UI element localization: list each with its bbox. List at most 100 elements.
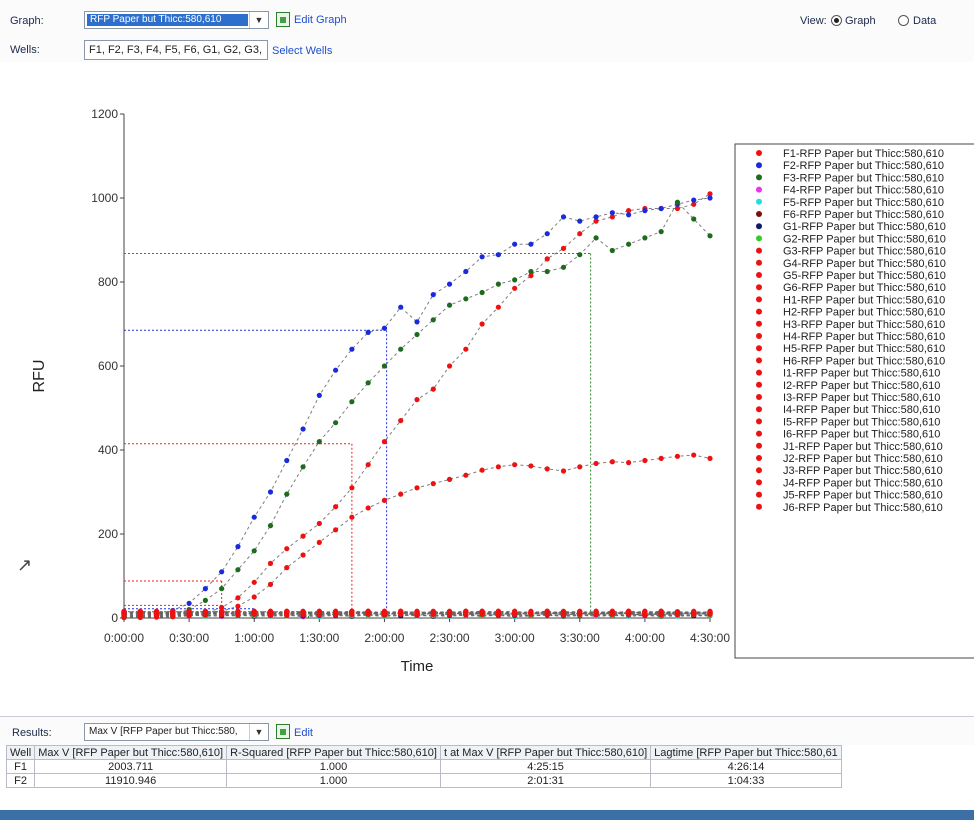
rfu-chart: 0 200 400 600 800 1000 1200 0:00:00 0:30:00 1:00:…: [31, 107, 974, 675]
view-graph-radio[interactable]: [831, 15, 842, 26]
data-point: [186, 600, 192, 606]
data-point: [349, 514, 355, 520]
column-header[interactable]: Lagtime [RFP Paper but Thicc:580,61: [650, 745, 842, 760]
data-point: [544, 466, 550, 472]
data-point: [609, 214, 615, 220]
data-point: [251, 514, 257, 520]
legend-marker: [756, 186, 762, 193]
data-point: [691, 452, 697, 458]
legend-item: G2-RFP Paper but Thicc:580,610: [783, 233, 946, 245]
data-point: [577, 252, 583, 258]
table-cell: 2:01:31: [439, 773, 652, 788]
view-data-radio[interactable]: [898, 15, 909, 26]
data-point: [251, 579, 257, 585]
data-point: [170, 611, 176, 617]
edit-results-link[interactable]: Edit: [294, 727, 313, 739]
data-point: [398, 418, 404, 424]
data-point: [121, 609, 127, 616]
legend-marker: [756, 503, 762, 510]
legend-marker: [756, 162, 762, 169]
legend-marker: [756, 235, 762, 242]
data-point: [284, 491, 290, 497]
data-point: [381, 363, 388, 369]
data-point: [430, 292, 436, 298]
data-point: [593, 609, 599, 616]
data-point: [463, 268, 469, 275]
results-label: Results:: [12, 727, 52, 739]
legend-item: F4-RFP Paper but Thicc:580,610: [783, 185, 944, 197]
legend-box: [734, 143, 974, 659]
data-point: [446, 302, 453, 308]
column-header[interactable]: t at Max V [RFP Paper but Thicc:580,610]: [439, 745, 652, 760]
wells-field[interactable]: F1, F2, F3, F4, F5, F6, G1, G2, G3,: [84, 40, 268, 60]
legend-marker: [756, 455, 762, 461]
legend-marker: [756, 381, 762, 388]
data-point: [284, 565, 290, 571]
data-point: [398, 304, 404, 310]
data-point: [626, 460, 632, 466]
legend-item: I6-RFP Paper but Thicc:580,610: [783, 429, 940, 441]
legend-item: G3-RFP Paper but Thicc:580,610: [783, 246, 946, 258]
data-point: [349, 485, 355, 491]
legend-item: H2-RFP Paper but Thicc:580,610: [783, 307, 945, 319]
data-point: [691, 216, 697, 222]
view-data-label[interactable]: Data: [913, 15, 937, 27]
table-row[interactable]: F2 11910.946 1.000 2:01:31 1:04:33: [5, 773, 842, 788]
y-axis-label: RFU: [31, 360, 48, 393]
data-point: [658, 205, 664, 212]
chevron-down-icon[interactable]: ▼: [249, 12, 268, 28]
data-point: [609, 611, 615, 617]
table-cell: 11910.946: [34, 773, 228, 788]
legend-item: I4-RFP Paper but Thicc:580,610: [783, 404, 940, 416]
column-header[interactable]: R-Squared [RFP Paper but Thicc:580,610]: [226, 745, 441, 760]
data-point: [577, 218, 583, 224]
edit-graph-link[interactable]: Edit Graph: [294, 14, 347, 26]
view-graph-label[interactable]: Graph: [845, 15, 876, 27]
data-point: [235, 609, 241, 616]
data-point: [528, 273, 534, 279]
data-point: [235, 595, 241, 601]
data-point: [691, 609, 697, 615]
data-point: [251, 548, 257, 554]
data-point: [479, 467, 485, 473]
data-point: [284, 608, 290, 614]
data-point: [430, 386, 436, 392]
column-header[interactable]: Well: [5, 745, 36, 760]
data-point: [528, 241, 534, 247]
data-point: [251, 611, 257, 617]
table-cell: 1:04:33: [650, 773, 842, 788]
data-point: [300, 533, 306, 539]
data-point: [609, 210, 615, 216]
chevron-down-icon[interactable]: ▼: [249, 724, 268, 740]
x-tick-label: 4:00:00: [625, 631, 665, 645]
data-point: [267, 489, 274, 495]
legend-item: G5-RFP Paper but Thicc:580,610: [783, 270, 946, 282]
table-row[interactable]: F1 2003.711 1.000 4:25:15 4:26:14: [5, 759, 842, 774]
data-point: [495, 252, 501, 258]
data-point: [267, 560, 274, 567]
legend-marker: [756, 357, 762, 364]
data-point: [300, 609, 306, 615]
y-tick-label: 800: [98, 275, 118, 289]
legend-marker: [756, 247, 762, 254]
column-header[interactable]: Max V [RFP Paper but Thicc:580,610]: [34, 745, 228, 760]
data-point: [593, 235, 599, 241]
edit-graph-icon[interactable]: [276, 12, 290, 27]
data-point: [430, 317, 436, 323]
results-select-value: Max V [RFP Paper but Thicc:580,: [89, 726, 238, 737]
select-wells-link[interactable]: Select Wells: [272, 45, 333, 57]
data-point: [398, 491, 404, 497]
edit-results-icon[interactable]: [276, 724, 290, 739]
results-table: Well Max V [RFP Paper but Thicc:580,610]…: [5, 745, 842, 788]
legend-marker: [756, 418, 762, 425]
y-tick-label: 600: [98, 359, 118, 373]
data-point: [316, 439, 322, 445]
legend-item: F1-RFP Paper but Thicc:580,610: [783, 148, 944, 160]
data-point: [495, 464, 501, 470]
data-point: [398, 346, 404, 352]
graph-select[interactable]: RFP Paper but Thicc:580,610 ▼: [84, 11, 269, 29]
legend-item: I2-RFP Paper but Thicc:580,610: [783, 380, 940, 392]
legend-item: F5-RFP Paper but Thicc:580,610: [783, 197, 944, 209]
data-point: [512, 277, 518, 283]
results-select[interactable]: Max V [RFP Paper but Thicc:580, ▼: [84, 723, 269, 741]
